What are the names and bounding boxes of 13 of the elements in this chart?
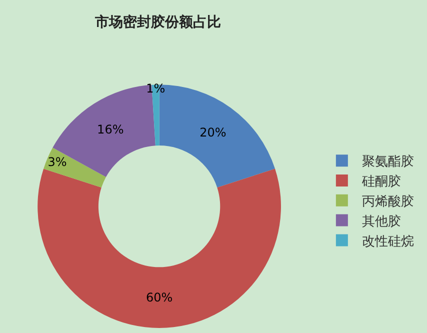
donut-slice (44, 148, 106, 188)
legend-label: 其他胶 (362, 214, 401, 230)
chart-title: 市场密封胶份额占比 (94, 13, 221, 30)
legend-label: 硅酮胶 (360, 174, 401, 190)
legend-label: 聚氨酯胶 (362, 154, 414, 170)
legend-label: 改性硅烷 (362, 234, 414, 250)
data-label: 60% (146, 290, 173, 305)
data-label: 20% (200, 125, 226, 140)
data-label: 16% (97, 122, 124, 136)
data-label: 1% (146, 81, 166, 96)
data-label: 3% (48, 155, 67, 170)
legend-label: 丙烯酸胶 (362, 194, 414, 210)
donut-slice (38, 168, 281, 328)
